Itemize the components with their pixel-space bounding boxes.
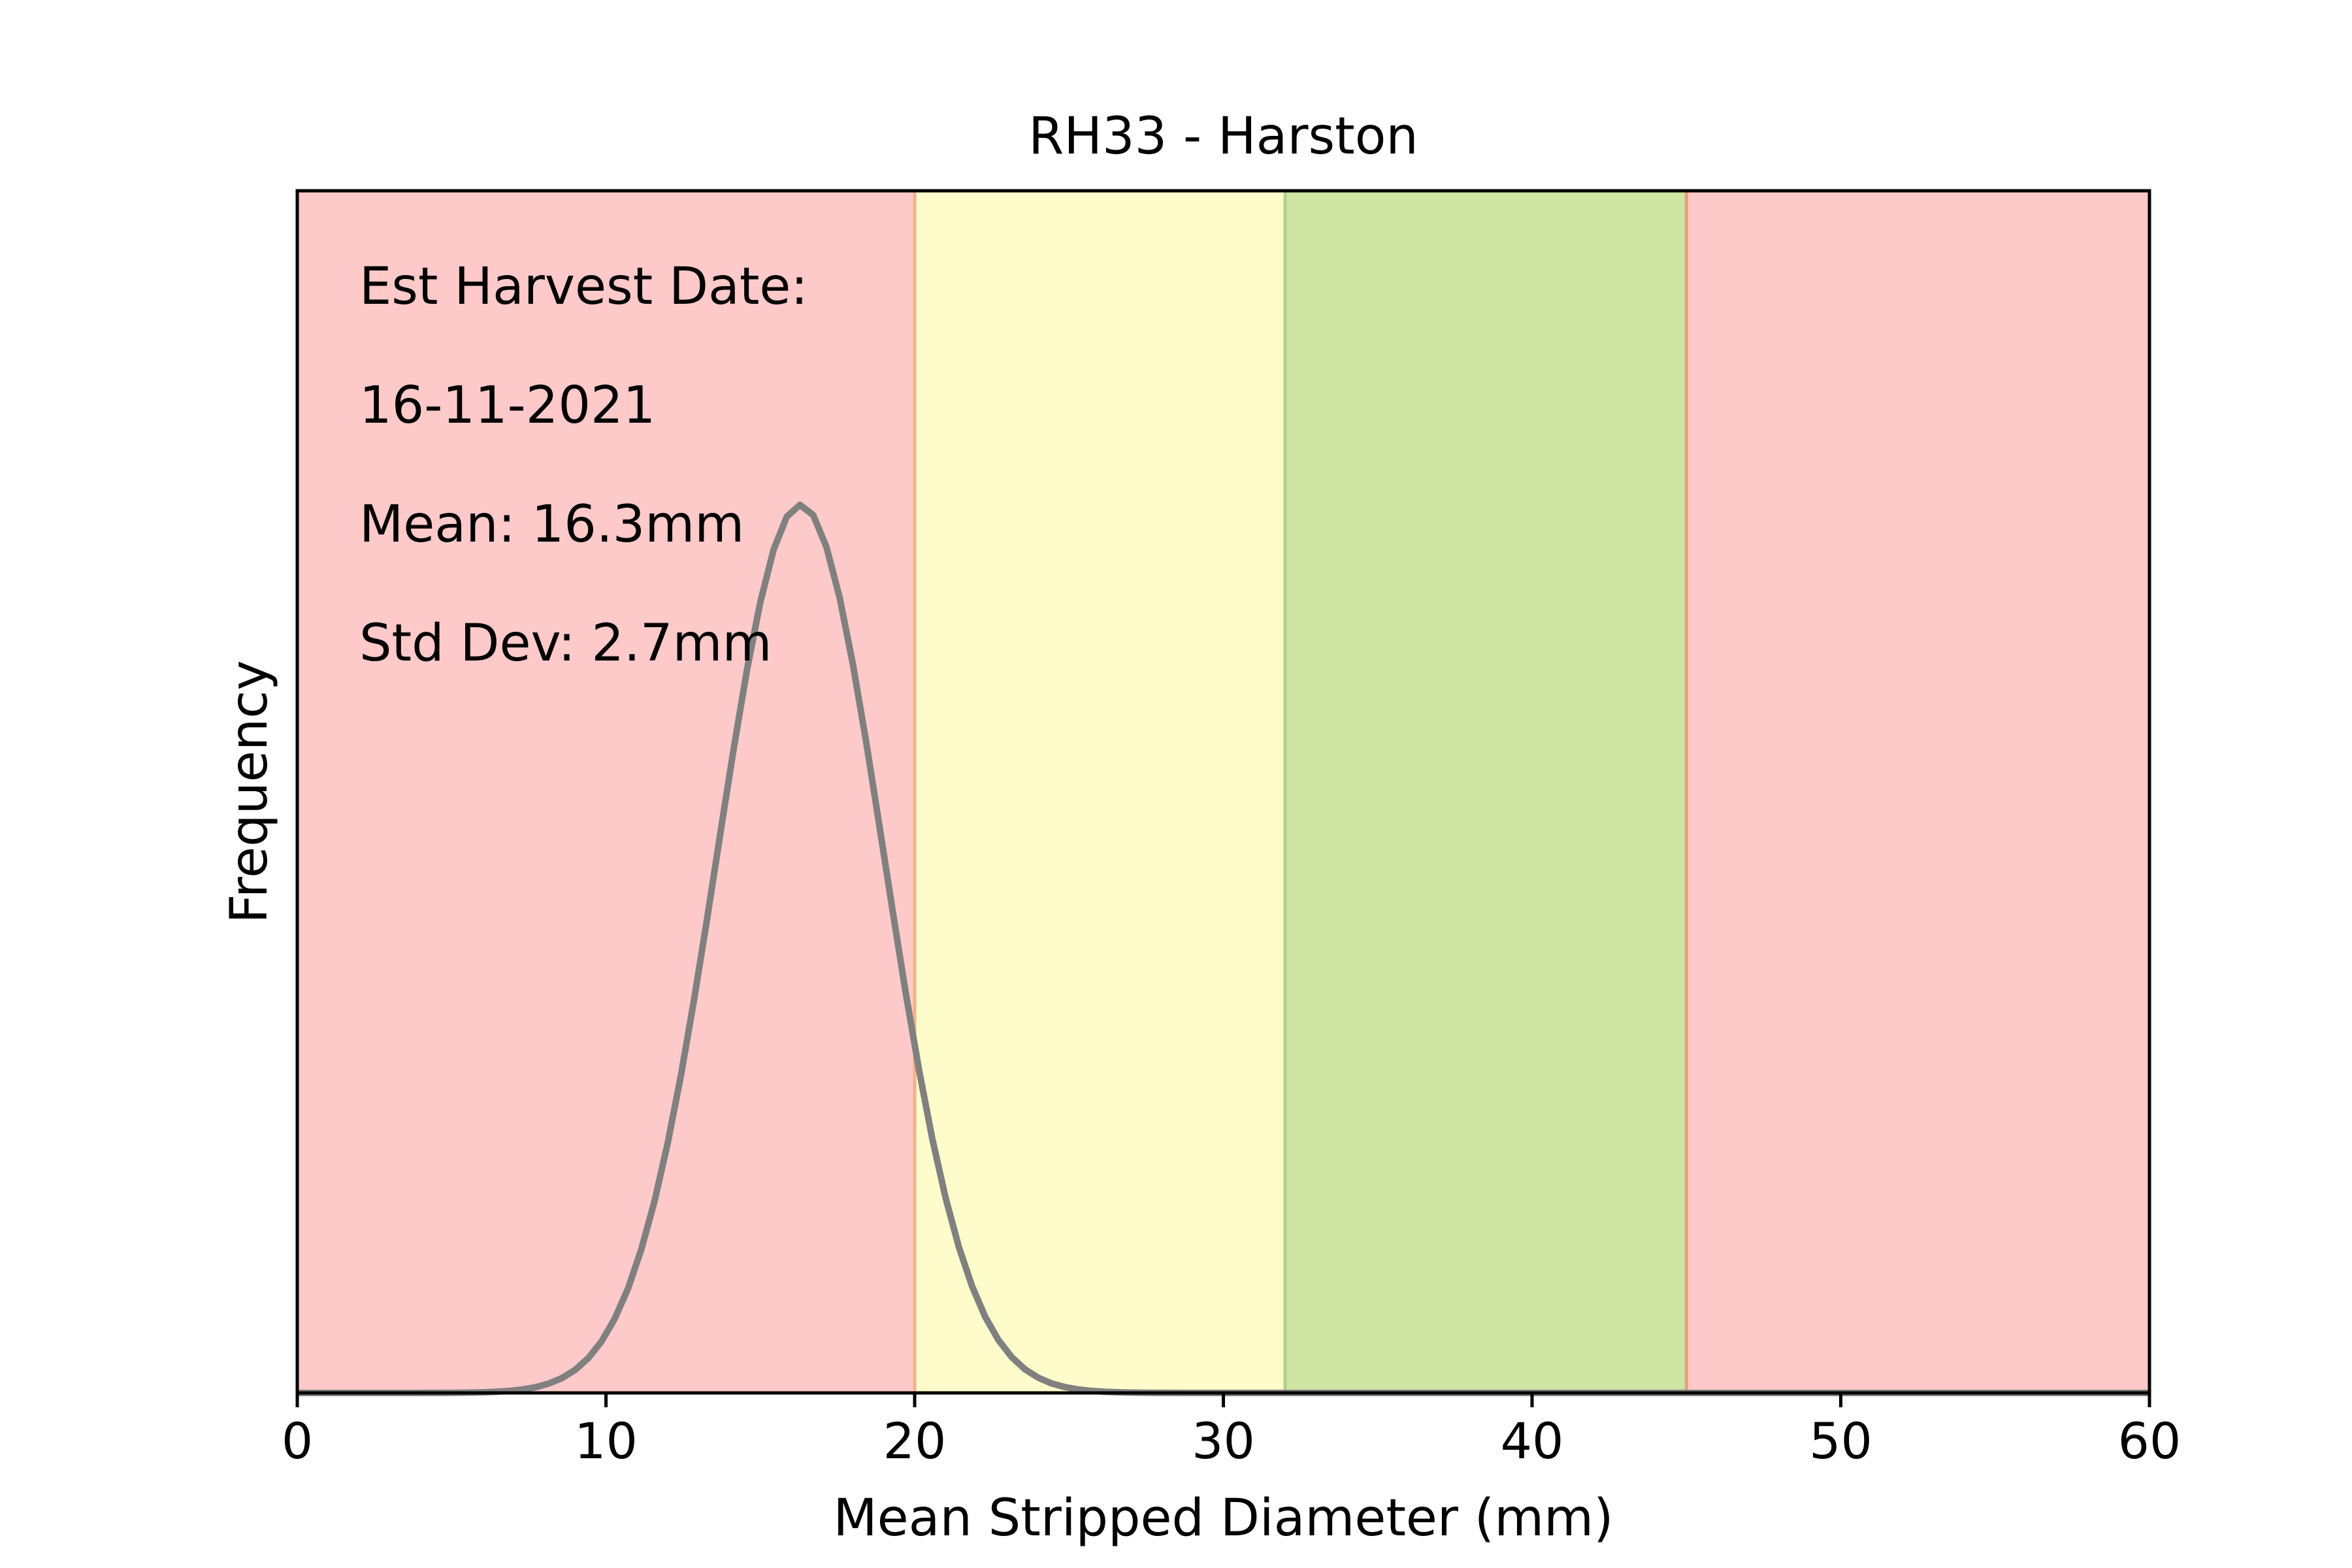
x-tick-label-1: 10 — [574, 1412, 638, 1470]
x-tick-label-3: 30 — [1192, 1412, 1255, 1470]
chart-title: RH33 - Harston — [1028, 107, 1418, 166]
y-axis-label: Frequency — [220, 661, 279, 924]
annotation-std-dev: Std Dev: 2.7mm — [359, 614, 772, 673]
region-band-1 — [915, 191, 1285, 1393]
x-tick-label-4: 40 — [1501, 1412, 1564, 1470]
region-band-3 — [1686, 191, 2149, 1393]
region-band-0 — [297, 191, 915, 1393]
annotation-harvest-date: 16-11-2021 — [359, 376, 655, 435]
x-tick-label-6: 60 — [2118, 1412, 2181, 1470]
region-boundaries — [913, 191, 1688, 1393]
x-tick-label-2: 20 — [883, 1412, 947, 1470]
x-tick-label-5: 50 — [1809, 1412, 1872, 1470]
region-band-2 — [1285, 191, 1687, 1393]
x-axis-ticks: 0 10 20 30 40 50 60 — [282, 1393, 2181, 1470]
annotation-harvest-label: Est Harvest Date: — [359, 257, 808, 316]
annotation-mean: Mean: 16.3mm — [359, 495, 744, 554]
x-tick-label-0: 0 — [282, 1412, 313, 1470]
shaded-regions — [297, 191, 2149, 1393]
x-axis-label: Mean Stripped Diameter (mm) — [833, 1489, 1613, 1548]
